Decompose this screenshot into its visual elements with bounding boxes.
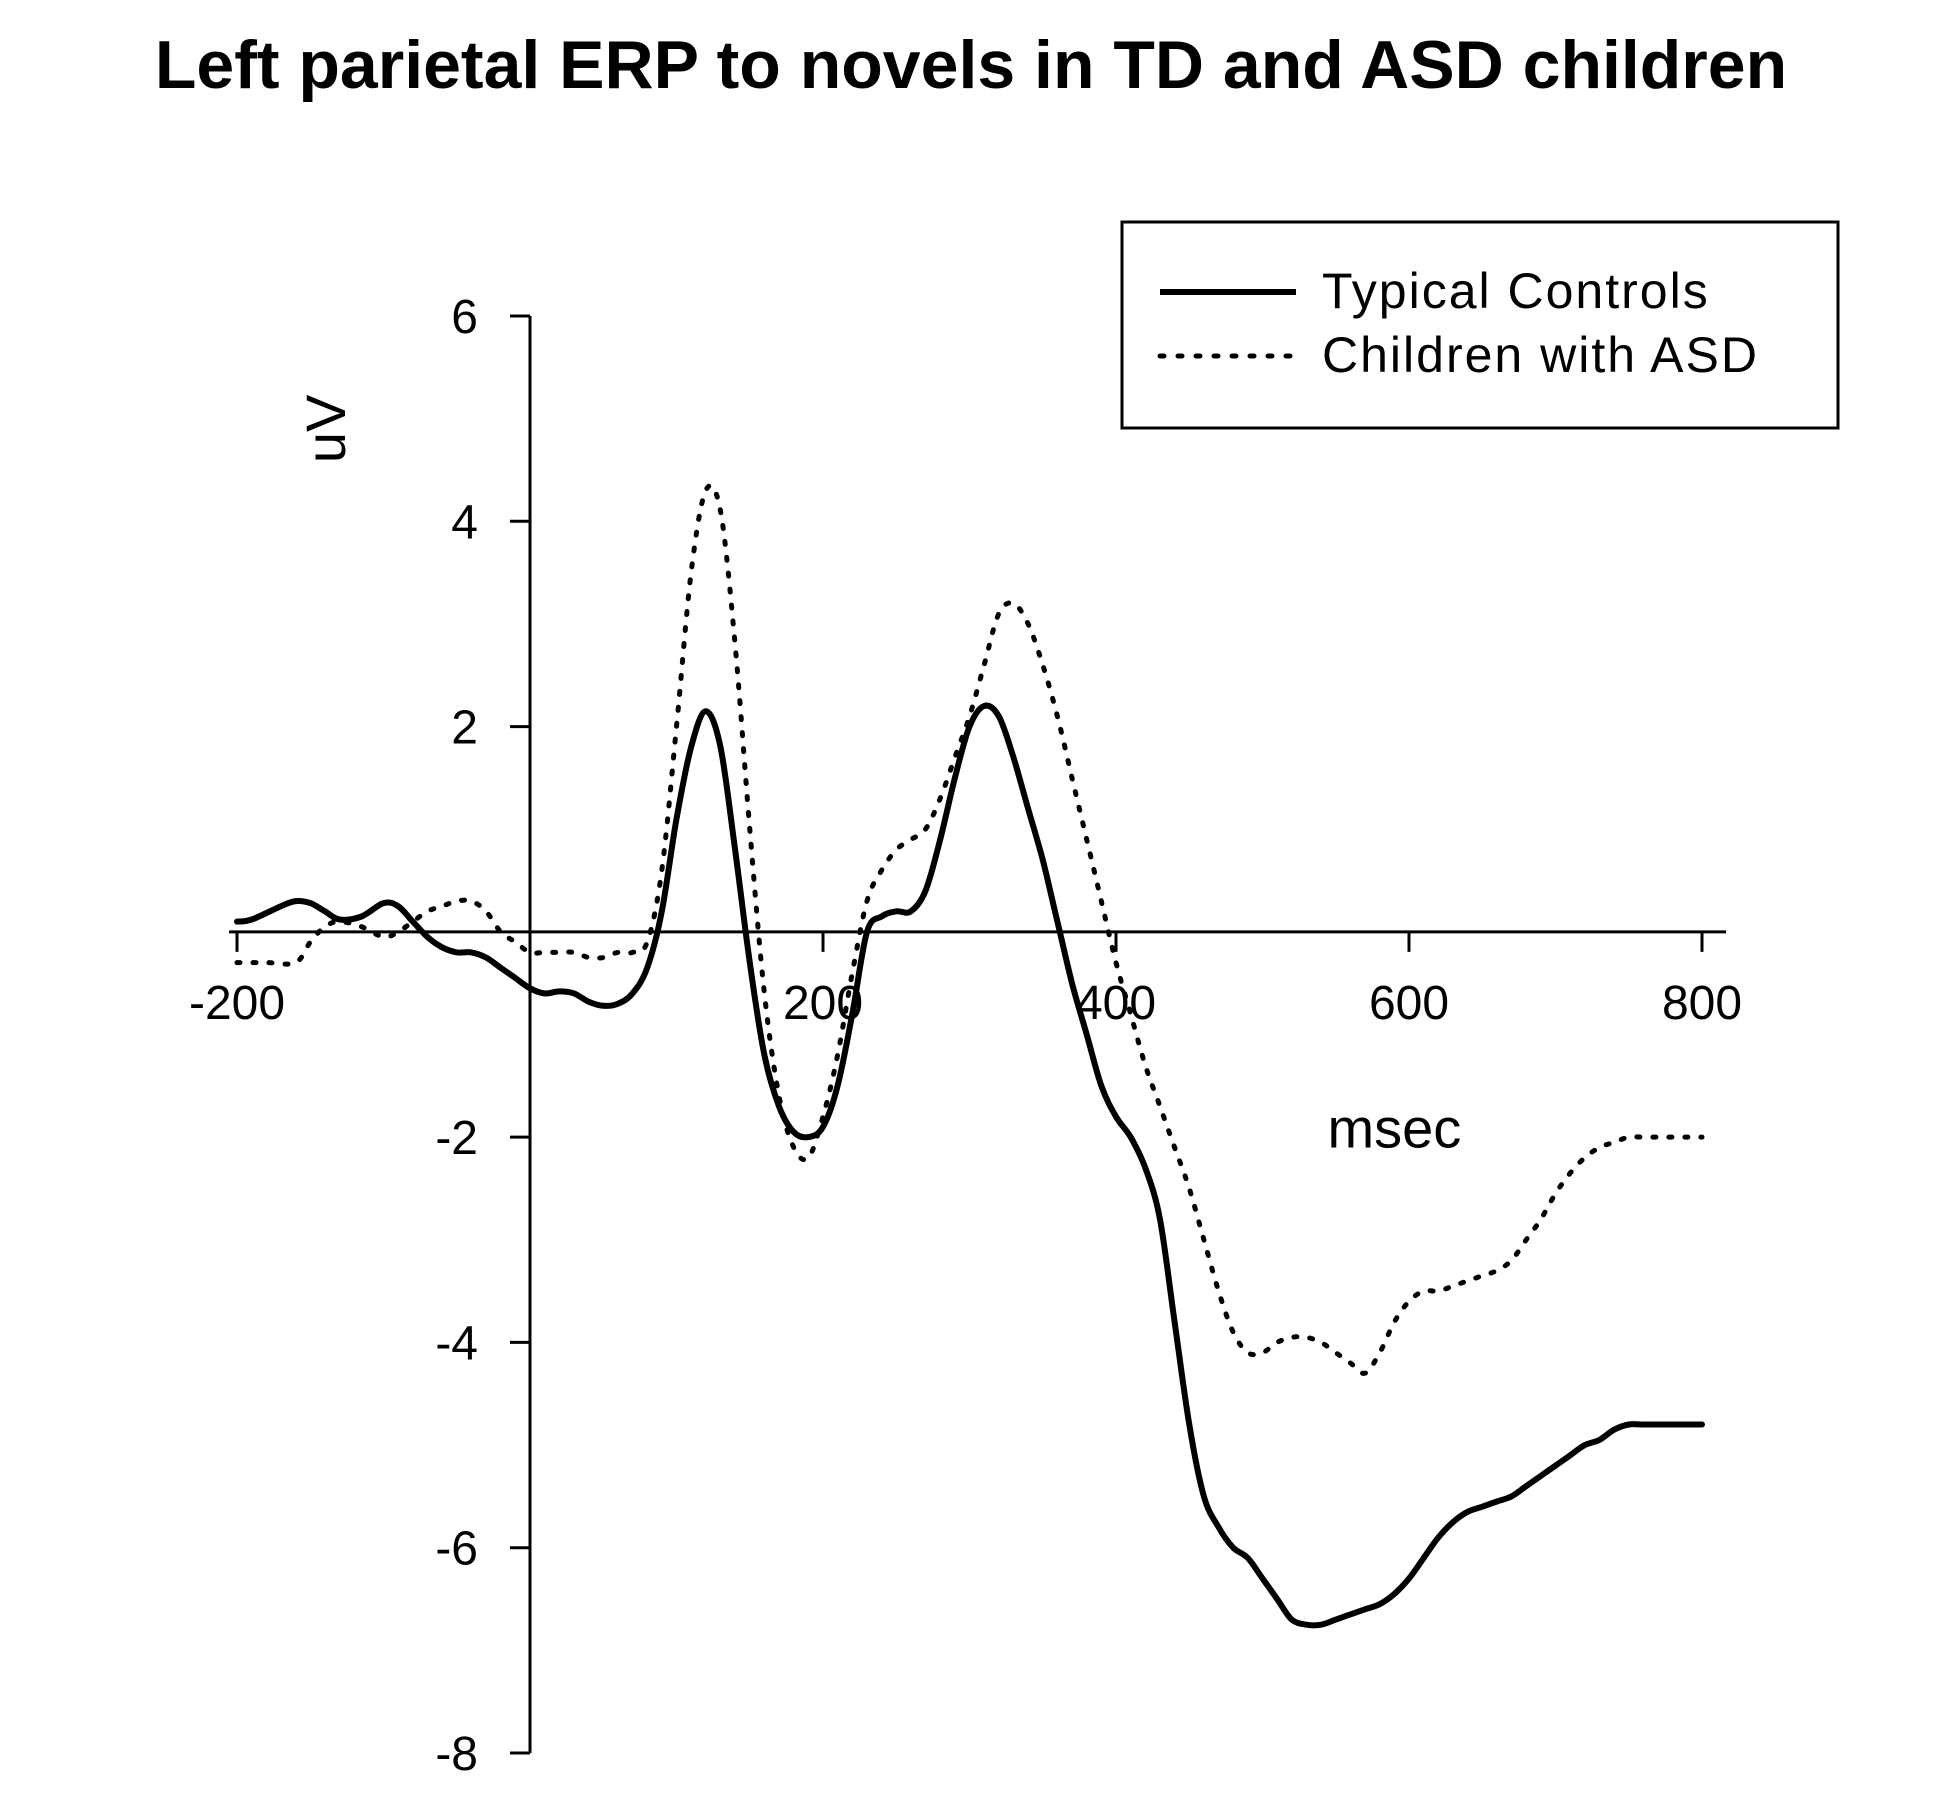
x-tick-label: 400: [1076, 977, 1156, 1030]
y-tick-label: 4: [451, 496, 478, 549]
x-tick-label: 600: [1369, 977, 1449, 1030]
x-tick-label: -200: [189, 977, 285, 1030]
y-tick-label: 6: [451, 291, 478, 344]
y-tick-label: -6: [435, 1523, 478, 1576]
x-axis-label: msec: [1327, 1096, 1461, 1159]
series-line-typical-controls: [234, 702, 1705, 1629]
y-tick-label: 2: [451, 702, 478, 755]
y-tick-label: -4: [435, 1317, 478, 1370]
legend: Typical Controls Children with ASD: [1120, 220, 1840, 430]
y-axis-label: uV: [294, 394, 357, 463]
chart-title: Left parietal ERP to novels in TD and AS…: [155, 27, 1787, 103]
series-line-children-with-asd: [234, 483, 1705, 1376]
y-tick-label: -2: [435, 1112, 478, 1165]
y-tick-label: -8: [435, 1728, 478, 1781]
x-tick-label: 800: [1662, 977, 1742, 1030]
axes: [229, 316, 1726, 1753]
legend-label-typical-controls: Typical Controls: [1322, 263, 1710, 319]
legend-label-children-with-asd: Children with ASD: [1322, 327, 1759, 383]
legend-box: [1120, 220, 1840, 430]
plot-area: [234, 483, 1705, 1629]
